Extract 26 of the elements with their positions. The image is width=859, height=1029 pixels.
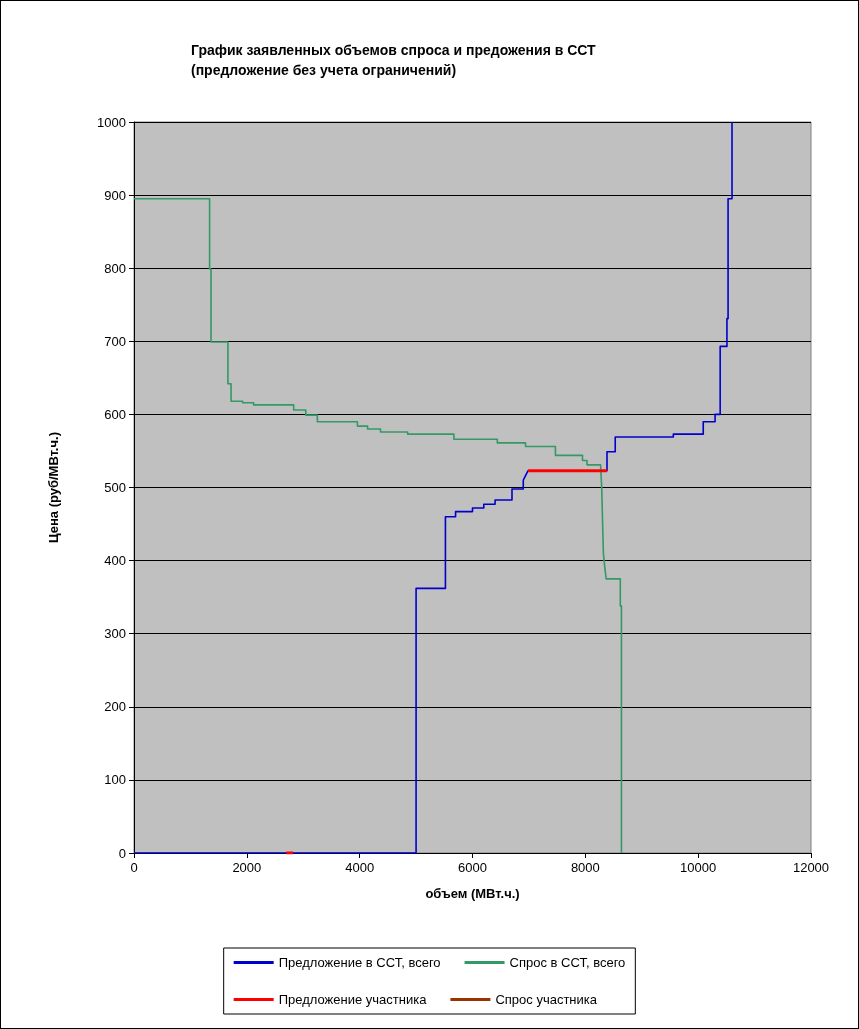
y-tick-label: 500	[104, 480, 126, 495]
x-tick-label: 2000	[232, 860, 262, 875]
y-tick-label: 200	[104, 699, 126, 715]
x-tick-label: 0	[130, 860, 138, 875]
x-tick-label: 10000	[680, 860, 717, 875]
chart-title: График заявленных объемов спроса и предожения в ССТ (предложение без учета ограничений)	[191, 42, 597, 78]
y-tick-label: 300	[104, 626, 126, 642]
legend-label: Спрос участника	[495, 992, 598, 1007]
y-tick-label: 700	[104, 333, 126, 349]
y-tick-label: 1000	[97, 114, 126, 130]
y-tick-label: 900	[104, 187, 126, 203]
legend-label: Предложение в ССТ, всего	[278, 955, 441, 970]
x-tick-label: 8000	[570, 860, 600, 875]
y-tick-label: 100	[104, 772, 126, 788]
y-tick-label: 800	[104, 260, 126, 276]
x-tick-label: 6000	[458, 860, 487, 875]
x-tick-label: 4000	[345, 860, 375, 875]
legend-label: Спрос в ССТ, всего	[509, 955, 626, 970]
y-axis-title: Цена (руб/МВт.ч.)	[46, 432, 61, 543]
line-series	[133, 197, 623, 854]
x-tick-label: 12000	[792, 860, 830, 875]
legend-label: Предложение участника	[278, 992, 428, 1007]
y-tick-label: 600	[104, 406, 126, 422]
y-tick-label: 400	[104, 553, 126, 569]
x-axis-title: объем (МВт.ч.)	[425, 886, 520, 901]
y-tick-label: 0	[118, 845, 126, 861]
